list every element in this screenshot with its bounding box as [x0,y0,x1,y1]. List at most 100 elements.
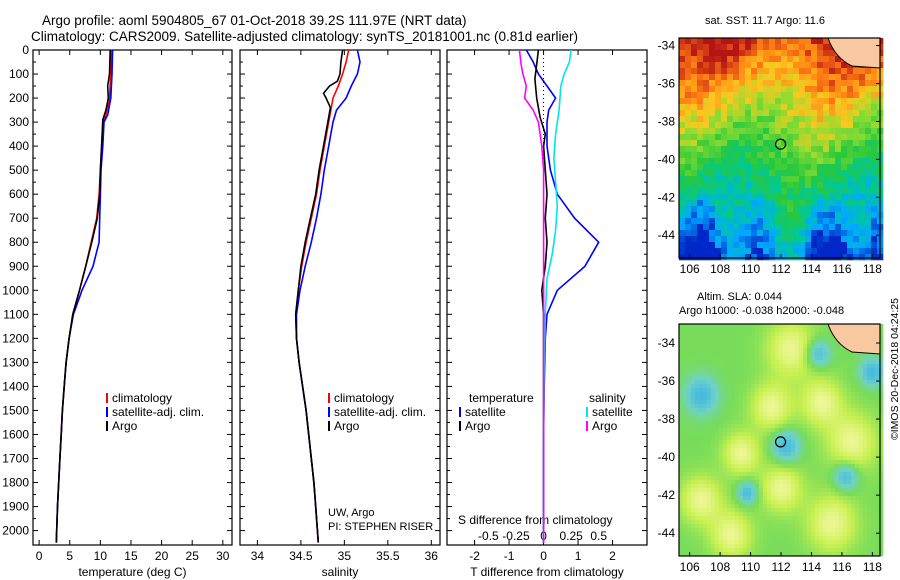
map-cell [805,56,812,63]
map-cell [871,74,878,81]
map-cell [835,416,840,421]
map-cell [727,484,732,489]
map-cell [735,416,740,421]
map-cell [757,176,764,183]
map-cell [847,110,854,117]
map-cell [823,536,828,541]
map-cell [859,472,864,477]
map-cell [679,512,684,517]
map-cell [843,484,848,489]
map-cell [775,452,780,457]
map-cell [799,188,806,195]
map-cell [799,388,804,393]
map-cell [783,360,788,365]
map-cell [775,544,780,549]
map-cell [759,464,764,469]
map-cell [847,360,852,365]
map-cell [745,134,752,141]
map-cell [757,50,764,57]
map-cell [787,364,792,369]
map-cell [721,140,728,147]
map-cell [687,368,692,373]
map-cell [755,496,760,501]
map-cell [703,508,708,513]
map-cell [775,218,782,225]
map-cell [875,408,880,413]
map-cell [719,480,724,485]
map-cell [695,544,700,549]
map-cell [727,384,732,389]
map-cell [763,86,770,93]
map-cell [823,356,828,361]
map-cell [735,516,740,521]
map-cell [723,492,728,497]
map-cell [731,500,736,505]
map-cell [799,436,804,441]
map-cell [791,396,796,401]
map-cell [795,468,800,473]
map-cell [707,344,712,349]
y-tick-label: 1900 [2,500,29,514]
map-cell [819,440,824,445]
map-cell [775,384,780,389]
map-cell [687,484,692,489]
map-cell [831,368,836,373]
map-cell [863,508,868,513]
map-cell [763,206,770,213]
map-cell [715,544,720,549]
map-cell [839,356,844,361]
map-cell [805,170,812,177]
map-cell [767,408,772,413]
map-cell [715,500,720,505]
map-cell [733,98,740,105]
map-cell [757,254,764,261]
map-cell [679,408,684,413]
map-cell [867,452,872,457]
map-cell [817,140,824,147]
map-cell [699,388,704,393]
map-cell [751,364,756,369]
map-cell [719,356,724,361]
map-cell [829,164,836,171]
map-cell [685,80,692,87]
map-cell [811,104,818,111]
map-cell [709,38,716,45]
map-cell [723,488,728,493]
map-cell [683,536,688,541]
map-cell [827,360,832,365]
map-cell [853,224,860,231]
map-cell [719,552,724,557]
map-cell [819,548,824,553]
map-cell [721,200,728,207]
map-cell [823,170,830,177]
map-cell [691,500,696,505]
map-cell [863,352,868,357]
map-cell [759,396,764,401]
map-cell [703,128,710,135]
map-cell [823,472,828,477]
map-cell [787,544,792,549]
map-cell [835,512,840,517]
map-cell [827,504,832,509]
map-cell [757,242,764,249]
map-cell [779,532,784,537]
map-cell [715,344,720,349]
map-cell [771,512,776,517]
map-cell [771,348,776,353]
map-cell [715,464,720,469]
map-cell [727,364,732,369]
map-cell [775,158,782,165]
map-cell [683,400,688,405]
map-cell [691,444,696,449]
map-cell [757,104,764,111]
map-cell [771,492,776,497]
map-cell [739,536,744,541]
map-cell [679,364,684,369]
map-cell [811,212,818,219]
map-cell [679,152,686,159]
map-cell [807,472,812,477]
map-cell [751,332,756,337]
map-cell [799,176,806,183]
map-cell [691,400,696,405]
y-tick-label: 700 [9,211,29,225]
